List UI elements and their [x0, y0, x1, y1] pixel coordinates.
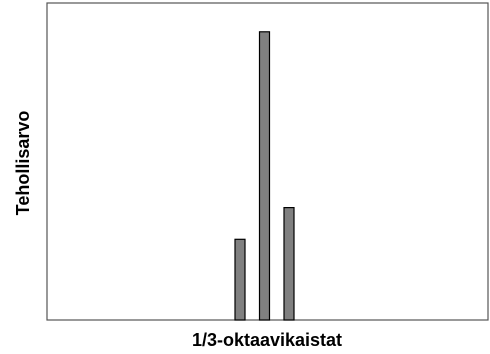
bar-series	[234, 31, 295, 321]
bar-1	[234, 238, 246, 321]
bar-2	[258, 31, 271, 321]
x-axis-label: 1/3-oktaavikaistat	[192, 330, 342, 350]
bar-3	[283, 207, 295, 321]
y-axis-label: Tehollisarvo	[13, 111, 33, 216]
